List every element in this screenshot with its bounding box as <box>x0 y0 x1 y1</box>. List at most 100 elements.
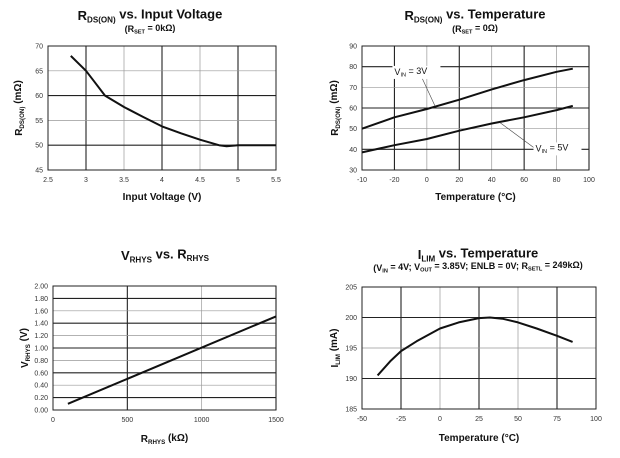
x-axis-label: Temperature (°C) <box>439 433 520 444</box>
chart-title-part: vs. Temperature <box>442 7 545 22</box>
y-axis-label: RDS(ON) (mΩ) <box>329 80 342 136</box>
y-tick-label: 0.20 <box>34 395 48 402</box>
chart-subtitle-subscript: IN <box>382 269 388 275</box>
y-tick-label: 1.00 <box>34 346 48 353</box>
x-tick-label: 100 <box>583 177 595 184</box>
y-tick-label: 2.00 <box>34 284 48 291</box>
annotation-label: VIN = 3V <box>394 66 427 79</box>
chart-title: VRHYS vs. RRHYS <box>121 247 210 265</box>
annotation-background <box>392 65 441 79</box>
chart-title-part: R <box>404 8 414 23</box>
y-tick-label: 60 <box>35 93 43 100</box>
y-axis-label-part: (V) <box>19 328 30 344</box>
y-tick-label: 50 <box>35 143 43 150</box>
y-tick-label: 1.40 <box>34 321 48 328</box>
chart-title-part: vs. R <box>152 247 187 262</box>
x-tick-label: 100 <box>590 416 602 423</box>
y-tick-label: 60 <box>349 106 357 113</box>
y-tick-label: 205 <box>345 285 357 292</box>
x-axis-label-part: R <box>141 434 149 445</box>
annotation-label: VIN = 5V <box>535 142 568 155</box>
plot-frame <box>361 45 590 171</box>
y-tick-label: 65 <box>35 68 43 75</box>
y-axis-label-subscript: DS(ON) <box>19 107 26 129</box>
y-tick-label: 30 <box>349 168 357 175</box>
x-tick-label: 2.5 <box>43 177 53 184</box>
series-line-1 <box>361 67 573 130</box>
chart-title-part: vs. Temperature <box>435 246 538 261</box>
chart-title-subscript: RHYS <box>130 255 153 264</box>
x-tick-label: 5 <box>236 177 240 184</box>
chart-title-subscript: RHYS <box>187 254 210 263</box>
y-tick-label: 0.80 <box>34 358 48 365</box>
x-tick-label: 4.5 <box>195 177 205 184</box>
y-axis-label-part: (mΩ) <box>13 80 24 106</box>
x-tick-label: 4 <box>160 177 164 184</box>
chart-title-part: V <box>121 248 130 263</box>
y-tick-label: 1.80 <box>34 296 48 303</box>
x-axis-label: Temperature (°C) <box>435 192 516 203</box>
chart-subtitle-part: = 0kΩ) <box>145 23 175 33</box>
chart-subtitle-part: = 4V; V <box>388 262 420 272</box>
y-axis-label-part: R <box>14 128 25 136</box>
y-axis-label-part: V <box>20 361 31 368</box>
series-line-1 <box>67 315 277 405</box>
chart-subtitle: (RSET = 0kΩ) <box>125 23 176 36</box>
x-tick-label: 0 <box>51 417 55 424</box>
x-tick-label: 500 <box>121 417 133 424</box>
y-tick-label: 80 <box>349 64 357 71</box>
chart-subtitle-part: = 0Ω) <box>472 23 497 33</box>
chart-1: RDS(ON) vs. Input Voltage(RSET = 0kΩ)2.5… <box>13 7 281 203</box>
y-tick-label: 185 <box>345 407 357 414</box>
chart-subtitle-subscript: SET <box>134 30 145 36</box>
x-axis-label-part: (kΩ) <box>165 433 188 444</box>
annotation-label-part: = 5V <box>547 142 568 152</box>
chart-title: RDS(ON) vs. Temperature <box>404 7 545 25</box>
y-tick-label: 90 <box>349 44 357 51</box>
chart-title-subscript: DS(ON) <box>414 15 443 24</box>
x-tick-label: 40 <box>488 177 496 184</box>
x-tick-label: -10 <box>357 177 367 184</box>
y-axis-label-part: I <box>330 365 341 368</box>
annotation-label-part: V <box>535 143 541 153</box>
x-tick-label: 3.5 <box>119 177 129 184</box>
chart-subtitle-part: = 3.85V; ENLB = 0V; R <box>432 261 529 271</box>
x-tick-label: 25 <box>475 416 483 423</box>
x-tick-label: -25 <box>396 416 406 423</box>
y-tick-label: 0.60 <box>34 370 48 377</box>
x-tick-label: 5.5 <box>271 177 281 184</box>
x-axis-label-subscript: RHYS <box>148 439 165 446</box>
y-tick-label: 1.60 <box>34 308 48 315</box>
y-tick-label: 0.00 <box>34 408 48 415</box>
y-axis-label: VRHYS (V) <box>19 328 32 368</box>
x-tick-label: 20 <box>455 177 463 184</box>
annotation-label-part: V <box>394 67 400 77</box>
x-tick-label: 1500 <box>268 417 284 424</box>
annotation-label-subscript: IN <box>400 73 406 79</box>
chart-subtitle-subscript: SETL <box>528 267 543 273</box>
x-axis-label: Input Voltage (V) <box>123 192 202 203</box>
chart-title-subscript: LIM <box>421 254 435 263</box>
y-tick-label: 0.40 <box>34 383 48 390</box>
chart-2: RDS(ON) vs. Temperature(RSET = 0Ω)-10 -20… <box>329 7 595 203</box>
x-tick-label: 0 <box>438 416 442 423</box>
y-tick-label: 190 <box>345 376 357 383</box>
x-tick-label: 50 <box>514 416 522 423</box>
chart-subtitle-part: = 249kΩ) <box>542 260 583 270</box>
annotation-background <box>533 142 582 156</box>
y-axis-label-part: (mA) <box>329 329 340 355</box>
x-tick-label: 0 <box>425 177 429 184</box>
chart-title-subscript: DS(ON) <box>87 15 116 24</box>
x-tick-label: 80 <box>553 177 561 184</box>
chart-subtitle-subscript: SET <box>462 30 473 36</box>
y-tick-label: 200 <box>345 315 357 322</box>
chart-title: RDS(ON) vs. Input Voltage <box>78 7 223 25</box>
y-tick-label: 1.20 <box>34 333 48 340</box>
chart-subtitle: (RSET = 0Ω) <box>452 23 498 36</box>
x-axis-label-part: Temperature (°C) <box>435 192 516 203</box>
plot-frame <box>361 286 597 410</box>
chart-title-part: vs. Input Voltage <box>116 7 223 22</box>
chart-4: ILIM vs. Temperature(VIN = 4V; VOUT = 3.… <box>329 246 602 444</box>
